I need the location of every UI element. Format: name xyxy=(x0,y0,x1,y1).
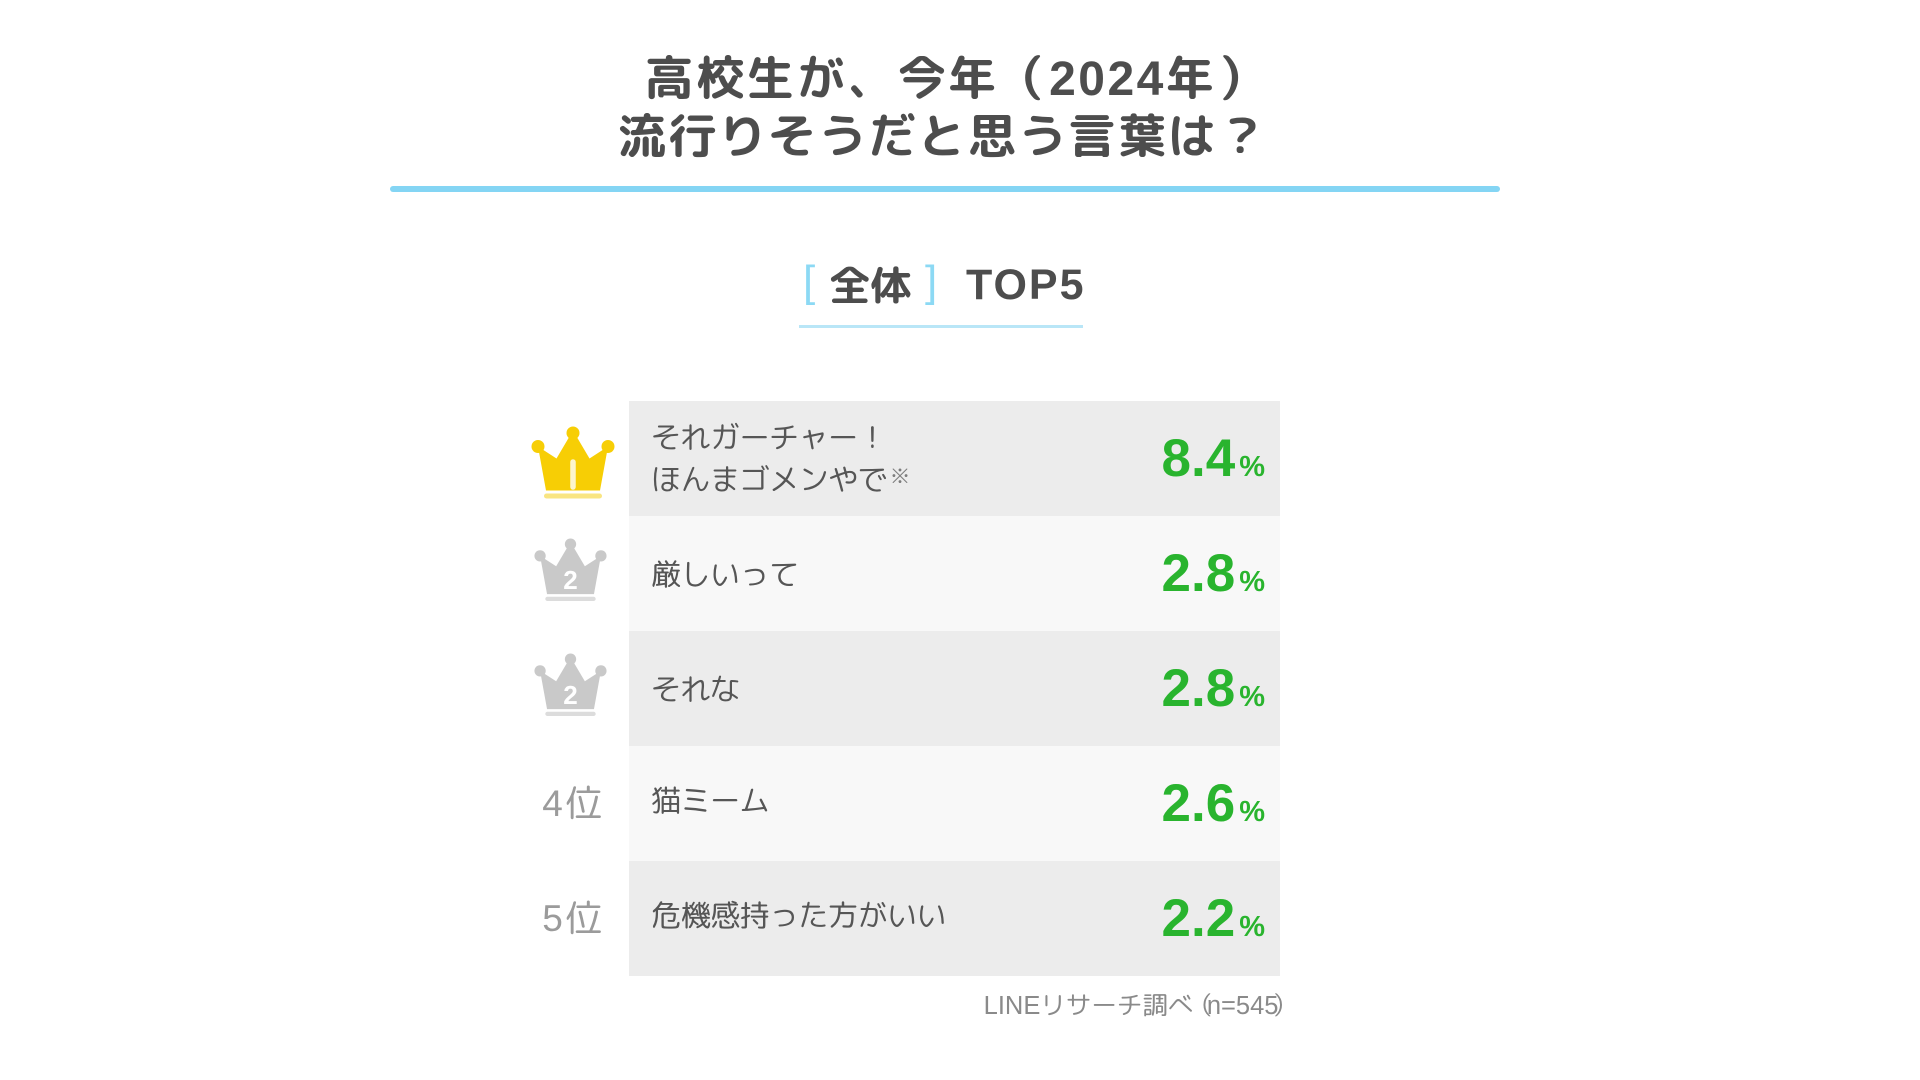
svg-text:2: 2 xyxy=(563,565,578,595)
svg-text:2: 2 xyxy=(563,680,578,710)
